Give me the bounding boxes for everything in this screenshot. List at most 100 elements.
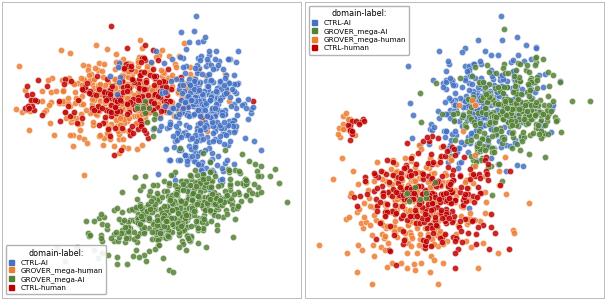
Point bbox=[407, 196, 416, 201]
Point bbox=[533, 106, 542, 111]
Point bbox=[109, 238, 119, 243]
Point bbox=[508, 70, 518, 75]
Point bbox=[544, 94, 553, 98]
Point bbox=[505, 168, 515, 173]
Point bbox=[26, 100, 36, 105]
Point bbox=[425, 223, 435, 227]
Point bbox=[176, 147, 185, 152]
Point bbox=[195, 112, 205, 117]
Point bbox=[421, 226, 430, 231]
Point bbox=[161, 90, 170, 95]
Point bbox=[198, 206, 208, 210]
Point bbox=[162, 92, 171, 97]
Point bbox=[442, 148, 451, 153]
Point bbox=[136, 217, 146, 221]
Point bbox=[536, 110, 546, 114]
Point bbox=[473, 224, 482, 229]
Point bbox=[152, 54, 161, 59]
Point bbox=[493, 162, 502, 167]
Point bbox=[121, 225, 130, 230]
Point bbox=[464, 219, 473, 224]
Point bbox=[113, 61, 123, 66]
Point bbox=[137, 142, 147, 147]
Point bbox=[137, 216, 147, 221]
Point bbox=[465, 65, 474, 70]
Point bbox=[448, 188, 458, 193]
Point bbox=[501, 113, 510, 118]
Point bbox=[153, 243, 163, 248]
Point bbox=[183, 197, 193, 202]
Point bbox=[357, 248, 367, 253]
Point bbox=[154, 236, 164, 240]
Point bbox=[131, 248, 141, 252]
Point bbox=[81, 108, 90, 112]
Point bbox=[203, 86, 213, 91]
Point bbox=[130, 82, 140, 87]
Point bbox=[139, 80, 148, 85]
Point bbox=[513, 61, 523, 65]
Point bbox=[124, 95, 133, 100]
Point bbox=[468, 158, 478, 162]
Point bbox=[441, 80, 450, 85]
Point bbox=[234, 169, 244, 174]
Point bbox=[390, 190, 400, 195]
Point bbox=[140, 98, 150, 103]
Point bbox=[525, 88, 534, 93]
Point bbox=[501, 169, 510, 173]
Point bbox=[158, 215, 168, 220]
Point bbox=[159, 213, 168, 218]
Point bbox=[229, 162, 239, 167]
Point bbox=[507, 109, 516, 113]
Point bbox=[156, 226, 166, 231]
Point bbox=[507, 119, 516, 124]
Point bbox=[136, 60, 146, 64]
Point bbox=[438, 216, 447, 220]
Point bbox=[210, 202, 220, 206]
Point bbox=[454, 103, 464, 107]
Point bbox=[538, 85, 547, 90]
Point bbox=[201, 123, 211, 128]
Point bbox=[507, 130, 517, 135]
Point bbox=[408, 197, 418, 202]
Point bbox=[377, 176, 387, 181]
Point bbox=[149, 207, 159, 212]
Point bbox=[385, 193, 395, 198]
Point bbox=[216, 109, 226, 113]
Point bbox=[458, 114, 468, 119]
Point bbox=[181, 47, 191, 52]
Point bbox=[479, 123, 488, 128]
Point bbox=[149, 220, 159, 225]
Point bbox=[112, 110, 121, 115]
Point bbox=[115, 84, 125, 89]
Point bbox=[416, 197, 425, 202]
Point bbox=[152, 217, 162, 222]
Point bbox=[112, 94, 121, 99]
Point bbox=[248, 182, 258, 187]
Point bbox=[130, 175, 140, 179]
Point bbox=[182, 159, 192, 164]
Point bbox=[200, 35, 210, 40]
Point bbox=[187, 197, 197, 202]
Point bbox=[403, 192, 413, 197]
Point bbox=[507, 100, 516, 105]
Point bbox=[384, 182, 393, 186]
Point bbox=[95, 105, 105, 110]
Point bbox=[467, 98, 477, 103]
Point bbox=[99, 136, 109, 140]
Point bbox=[487, 115, 497, 120]
Point bbox=[94, 216, 104, 221]
Point bbox=[68, 144, 78, 148]
Point bbox=[491, 127, 501, 132]
Point bbox=[199, 200, 208, 205]
Point bbox=[525, 133, 535, 138]
Point bbox=[405, 208, 415, 213]
Point bbox=[145, 189, 155, 194]
Point bbox=[489, 114, 499, 118]
Point bbox=[404, 184, 413, 189]
Point bbox=[165, 105, 175, 110]
Point bbox=[484, 138, 493, 143]
Point bbox=[122, 235, 132, 240]
Point bbox=[196, 110, 205, 115]
Point bbox=[534, 98, 544, 102]
Point bbox=[476, 98, 485, 102]
